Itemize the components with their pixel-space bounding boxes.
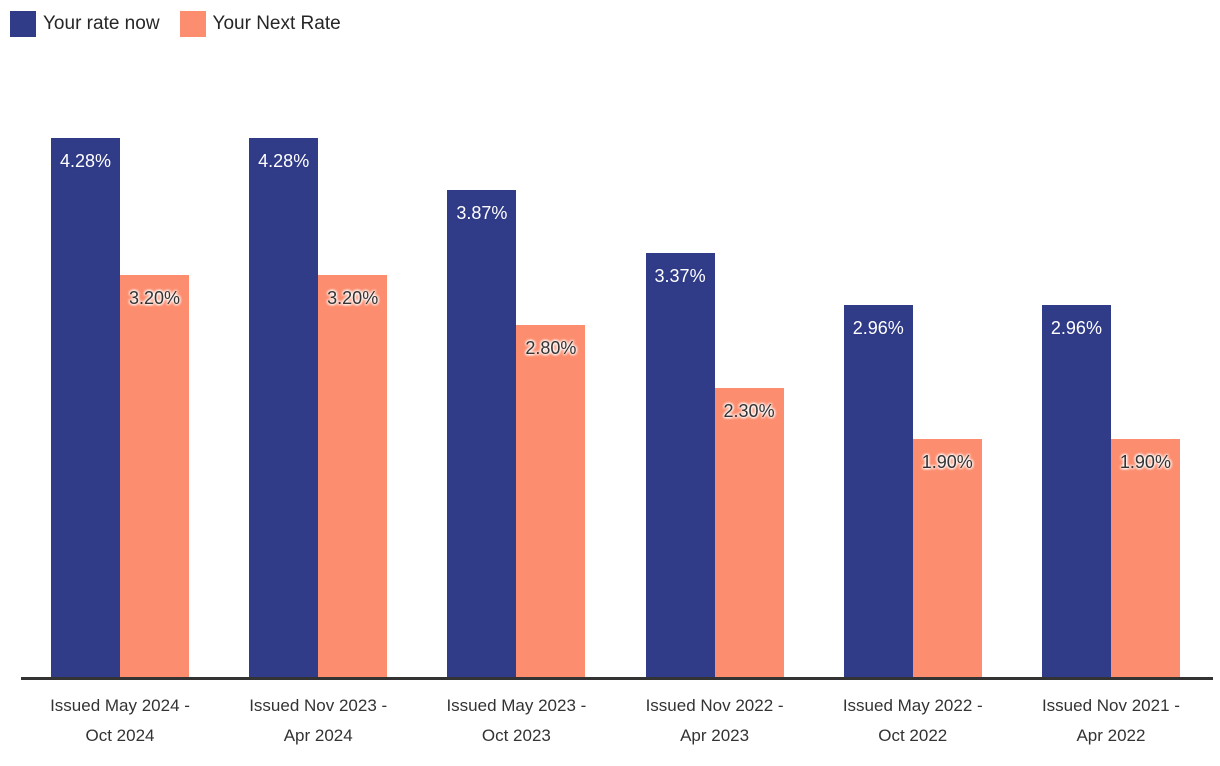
bar-your-next-rate: 3.20% xyxy=(318,274,388,679)
legend-item-your-rate-now[interactable]: Your rate now xyxy=(10,11,160,37)
bar-your-rate-now: 3.37% xyxy=(645,253,715,679)
bar-group: 3.87% 2.80% Issued May 2023 - Oct 2023 xyxy=(446,80,586,745)
bar-your-rate-now: 2.96% xyxy=(1041,304,1111,679)
x-axis-line xyxy=(21,677,1213,680)
x-tick-label: Issued Nov 2021 - Apr 2022 xyxy=(996,691,1220,751)
bar-value-label: 1.90% xyxy=(1119,451,1171,472)
bar-your-rate-now: 2.96% xyxy=(843,304,913,679)
bar-value-label: 4.28% xyxy=(258,151,310,172)
x-tick-label: Issued May 2024 - Oct 2024 xyxy=(5,691,235,751)
bar-group: 2.96% 1.90% Issued May 2022 - Oct 2022 xyxy=(843,80,983,745)
bar-group: 2.96% 1.90% Issued Nov 2021 - Apr 2022 xyxy=(1041,80,1180,745)
x-tick-label-line: Apr 2023 xyxy=(680,726,750,745)
bar-your-next-rate: 1.90% xyxy=(912,438,982,679)
bar-group: 4.28% 3.20% Issued May 2024 - Oct 2024 xyxy=(50,80,190,745)
plot-area: 4.28% 3.20% Issued May 2024 - Oct 2024 4.28%… xyxy=(50,80,1180,745)
x-tick-label-line: Issued May 2024 - xyxy=(50,696,190,715)
x-tick-label-line: Issued Nov 2021 - xyxy=(1041,696,1180,715)
bar-your-rate-now: 3.87% xyxy=(447,189,517,679)
bar-your-next-rate: 1.90% xyxy=(1110,438,1180,679)
bar-your-next-rate: 2.80% xyxy=(516,325,586,679)
x-tick-label: Issued Nov 2023 - Apr 2024 xyxy=(203,691,433,751)
bar-value-label: 2.96% xyxy=(1050,317,1102,338)
legend-item-your-next-rate[interactable]: Your Next Rate xyxy=(179,11,341,37)
x-tick-label: Issued Nov 2022 - Apr 2023 xyxy=(600,691,830,751)
bar-group: 3.37% 2.30% Issued Nov 2022 - Apr 2023 xyxy=(645,80,784,745)
bar-value-label: 3.20% xyxy=(327,287,379,308)
bar-value-label: 1.90% xyxy=(921,451,973,472)
bar-value-label: 3.87% xyxy=(456,202,508,223)
bar-value-label: 2.96% xyxy=(852,317,904,338)
x-tick-label-line: Issued May 2022 - xyxy=(842,696,983,715)
bar-your-rate-now: 4.28% xyxy=(249,138,319,679)
bar-value-label: 2.80% xyxy=(525,338,577,359)
legend-swatch-your-next-rate xyxy=(179,11,206,37)
x-tick-label-line: Oct 2023 xyxy=(481,726,551,745)
x-tick-label-line: Issued May 2023 - xyxy=(446,696,587,715)
bar-your-next-rate: 3.20% xyxy=(120,274,189,679)
bar-value-label: 4.28% xyxy=(59,151,112,172)
legend-swatch-your-rate-now xyxy=(10,11,36,37)
legend-label-your-rate-now: Your rate now xyxy=(43,13,160,34)
bar-your-next-rate: 2.30% xyxy=(714,388,784,679)
x-tick-label-line: Oct 2024 xyxy=(85,726,155,745)
bar-group: 4.28% 3.20% Issued Nov 2023 - Apr 2024 xyxy=(249,80,388,745)
x-tick-label-line: Oct 2022 xyxy=(878,726,948,745)
x-tick-label-line: Apr 2024 xyxy=(283,726,353,745)
bar-value-label: 2.30% xyxy=(723,401,775,422)
x-tick-label-line: Apr 2022 xyxy=(1076,726,1146,745)
bar-value-label: 3.20% xyxy=(128,287,181,308)
x-tick-label: Issued May 2022 - Oct 2022 xyxy=(798,691,1028,751)
bar-value-label: 3.37% xyxy=(654,266,706,287)
chart-legend: Your rate now Your Next Rate xyxy=(10,11,361,37)
bar-your-rate-now: 4.28% xyxy=(51,138,120,679)
x-tick-label: Issued May 2023 - Oct 2023 xyxy=(401,691,631,751)
x-tick-label-line: Issued Nov 2022 - xyxy=(645,696,784,715)
x-tick-label-line: Issued Nov 2023 - xyxy=(249,696,388,715)
legend-label-your-next-rate: Your Next Rate xyxy=(212,13,341,34)
